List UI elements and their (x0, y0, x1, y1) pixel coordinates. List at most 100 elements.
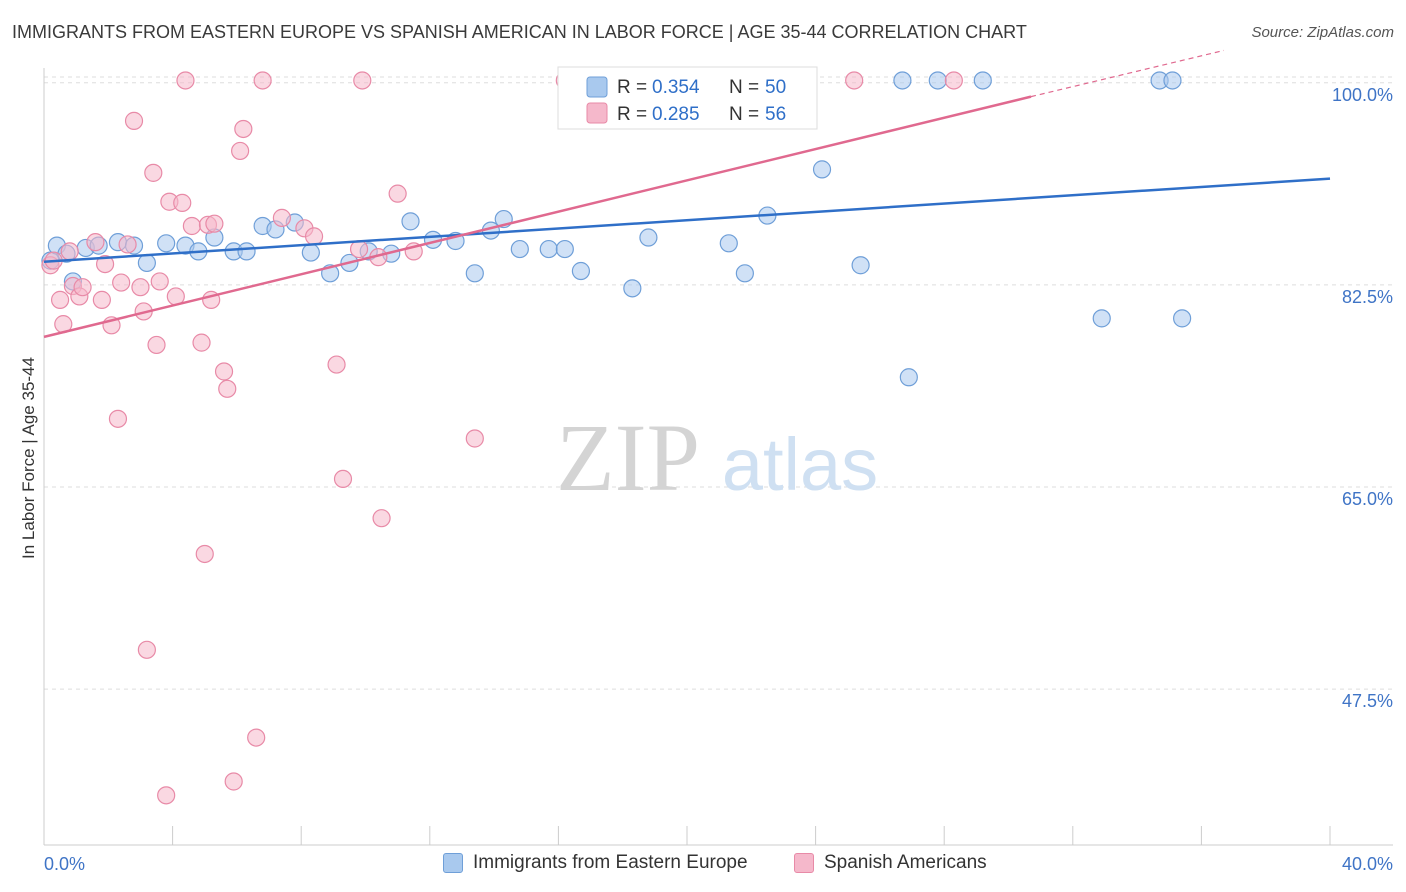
point-spanish-americans (50, 290, 70, 309)
stats-legend: R = 0.354 N = 50 R = 0.285 N = 56 (557, 66, 818, 130)
point-eastern-europe (973, 71, 992, 90)
legend-item-spanish-americans: Spanish Americans (794, 852, 987, 874)
point-spanish-americans (214, 362, 234, 381)
point-eastern-europe (157, 234, 176, 253)
legend-n-value-2: 56 (765, 104, 786, 125)
trend-line-eastern-europe (43, 177, 1331, 264)
point-spanish-americans (465, 429, 484, 448)
point-spanish-americans (182, 216, 201, 236)
point-spanish-americans (60, 242, 79, 261)
point-eastern-europe (893, 71, 912, 90)
watermark-atlas: atlas (722, 423, 878, 506)
legend-r-label-2: R = (617, 104, 647, 125)
legend-swatch-eastern-europe (443, 853, 463, 873)
x-tick-label-max: 40.0% (1342, 854, 1393, 874)
y-tick-label: 82.5% (1342, 287, 1393, 307)
bottom-legend: Immigrants from Eastern Europe Spanish A… (0, 852, 1406, 878)
point-spanish-americans (388, 184, 407, 203)
point-eastern-europe (401, 212, 420, 231)
watermark-zip: ZIP (556, 404, 700, 511)
point-spanish-americans (231, 141, 250, 161)
point-spanish-americans (304, 227, 324, 246)
point-eastern-europe (465, 264, 484, 283)
legend-n-label-2: N = (729, 104, 759, 125)
point-eastern-europe (851, 256, 870, 275)
point-spanish-americans (137, 640, 156, 659)
x-tick-label-min: 0.0% (44, 854, 85, 874)
point-spanish-americans (95, 254, 115, 274)
point-spanish-americans (372, 509, 391, 528)
point-eastern-europe (639, 228, 658, 247)
trend-line-spanish-americans-extension (1030, 49, 1225, 98)
point-eastern-europe (555, 239, 574, 259)
point-spanish-americans (247, 728, 266, 747)
legend-swatch-blue (586, 76, 608, 98)
point-eastern-europe (812, 160, 832, 179)
point-spanish-americans (353, 71, 372, 90)
legend-swatch-spanish-americans (794, 853, 814, 873)
point-spanish-americans (192, 333, 211, 352)
point-eastern-europe (539, 239, 558, 259)
point-spanish-americans (108, 409, 128, 428)
point-spanish-americans (173, 193, 192, 212)
point-spanish-americans (124, 111, 144, 130)
y-tick-label: 47.5% (1342, 691, 1393, 711)
legend-n-label-1: N = (729, 77, 759, 98)
point-spanish-americans (112, 273, 131, 292)
legend-n-value-1: 50 (765, 77, 786, 98)
point-spanish-americans (195, 544, 214, 564)
legend-r-value-1: 0.354 (652, 77, 700, 98)
point-spanish-americans (224, 772, 243, 791)
legend-label-spanish-americans: Spanish Americans (824, 852, 987, 873)
chart-title: IMMIGRANTS FROM EASTERN EUROPE VS SPANIS… (12, 22, 1027, 42)
point-spanish-americans (944, 71, 963, 90)
trend-line-spanish-americans (43, 95, 1032, 339)
point-spanish-americans (234, 119, 253, 139)
y-axis-label: In Labor Force | Age 35-44 (19, 357, 38, 559)
point-spanish-americans (118, 235, 137, 254)
point-spanish-americans (131, 278, 150, 297)
watermark: ZIP atlas (556, 404, 878, 511)
y-tick-label: 65.0% (1342, 489, 1393, 509)
point-spanish-americans (272, 208, 292, 227)
axes (43, 68, 1393, 846)
point-spanish-americans (150, 272, 169, 291)
point-eastern-europe (623, 279, 642, 298)
point-eastern-europe (510, 239, 529, 259)
point-spanish-americans (218, 379, 237, 398)
point-spanish-americans (73, 278, 92, 297)
point-eastern-europe (1163, 71, 1182, 90)
point-eastern-europe (1092, 309, 1111, 328)
point-eastern-europe (899, 368, 918, 387)
point-eastern-europe (735, 264, 754, 283)
point-spanish-americans (86, 233, 105, 252)
point-spanish-americans (92, 290, 111, 309)
point-spanish-americans (253, 71, 272, 90)
point-spanish-americans (333, 469, 353, 489)
point-spanish-americans (176, 71, 195, 90)
legend-swatch-pink (586, 102, 608, 124)
point-eastern-europe (137, 253, 156, 273)
point-spanish-americans (349, 239, 369, 259)
point-spanish-americans (205, 214, 224, 233)
data-points (41, 71, 1192, 805)
point-eastern-europe (571, 261, 591, 281)
point-spanish-americans (157, 786, 176, 805)
point-eastern-europe (237, 242, 256, 261)
point-eastern-europe (719, 234, 738, 253)
legend-item-eastern-europe: Immigrants from Eastern Europe (443, 852, 748, 874)
point-spanish-americans (144, 163, 163, 182)
point-eastern-europe (301, 243, 320, 262)
point-eastern-europe (1173, 309, 1192, 328)
y-tick-label: 100.0% (1332, 85, 1393, 105)
point-eastern-europe (928, 71, 947, 90)
source-credit: Source: ZipAtlas.com (1251, 24, 1394, 41)
trend-lines (43, 49, 1331, 339)
point-spanish-americans (845, 71, 864, 90)
legend-r-value-2: 0.285 (652, 104, 700, 125)
point-spanish-americans (147, 335, 166, 355)
legend-r-label-1: R = (617, 77, 647, 98)
legend-label-eastern-europe: Immigrants from Eastern Europe (473, 852, 748, 873)
point-spanish-americans (327, 355, 346, 374)
